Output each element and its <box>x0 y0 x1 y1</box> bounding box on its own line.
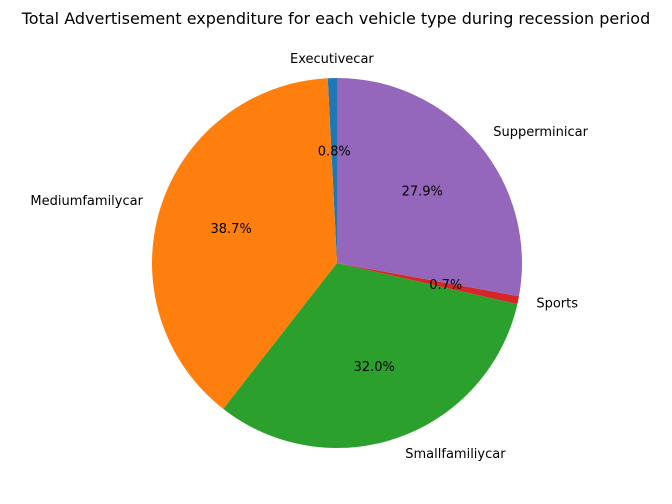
pie-slice-mediumfamilycar <box>151 78 337 409</box>
pie-slice-smallfamiliycar <box>223 263 518 448</box>
slice-label-supperminicar: Supperminicar <box>493 125 588 140</box>
chart-title: Total Advertisement expenditure for each… <box>21 9 651 28</box>
slice-percent-sports: 0.7% <box>429 278 462 293</box>
slice-percent-executivecar: 0.8% <box>318 145 351 160</box>
pie-labels: Executivecar 0.8% Mediumfamilycar 38.7% Smal… <box>30 52 588 462</box>
slice-label-sports: Sports <box>536 296 578 311</box>
slice-percent-supperminicar: 27.9% <box>402 184 443 199</box>
pie-slice-sports <box>337 263 519 305</box>
pie-slices <box>151 78 522 448</box>
pie-slice-executivecar <box>327 78 337 263</box>
slice-label-mediumfamilycar: Mediumfamilycar <box>30 194 143 209</box>
pie-slice-supperminicar <box>337 78 522 297</box>
slice-label-executivecar: Executivecar <box>290 52 374 67</box>
slice-percent-smallfamiliycar: 32.0% <box>354 360 395 375</box>
slice-label-smallfamiliycar: Smallfamiliycar <box>405 447 506 462</box>
slice-percent-mediumfamilycar: 38.7% <box>211 222 252 237</box>
